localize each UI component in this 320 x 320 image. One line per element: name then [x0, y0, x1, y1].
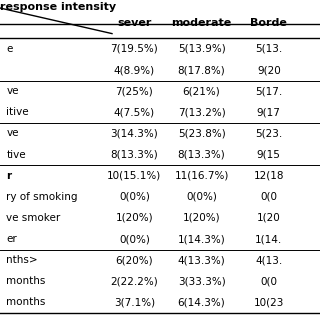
Text: ve: ve — [6, 86, 19, 96]
Text: response intensity: response intensity — [0, 2, 116, 12]
Text: moderate: moderate — [172, 18, 232, 28]
Text: 4(7.5%): 4(7.5%) — [114, 107, 155, 117]
Text: ve smoker: ve smoker — [6, 213, 61, 223]
Text: 3(33.3%): 3(33.3%) — [178, 276, 226, 286]
Text: 3(7.1%): 3(7.1%) — [114, 297, 155, 308]
Text: 8(13.3%): 8(13.3%) — [110, 149, 158, 160]
Text: 1(20: 1(20 — [257, 213, 281, 223]
Text: 0(0: 0(0 — [260, 276, 277, 286]
Text: 5(23.: 5(23. — [255, 128, 283, 139]
Text: 12(18: 12(18 — [253, 171, 284, 181]
Text: 6(21%): 6(21%) — [183, 86, 220, 96]
Text: 9(17: 9(17 — [257, 107, 281, 117]
Text: 6(14.3%): 6(14.3%) — [178, 297, 226, 308]
Text: 7(25%): 7(25%) — [116, 86, 153, 96]
Text: 0(0%): 0(0%) — [119, 234, 150, 244]
Text: 5(23.8%): 5(23.8%) — [178, 128, 226, 139]
Text: 1(14.3%): 1(14.3%) — [178, 234, 226, 244]
Text: 5(13.: 5(13. — [255, 44, 283, 54]
Text: 7(13.2%): 7(13.2%) — [178, 107, 226, 117]
Text: 4(13.: 4(13. — [255, 255, 283, 265]
Text: months: months — [6, 297, 46, 308]
Text: nths>: nths> — [6, 255, 38, 265]
Text: 8(17.8%): 8(17.8%) — [178, 65, 226, 75]
Text: months: months — [6, 276, 46, 286]
Text: ve: ve — [6, 128, 19, 139]
Text: 7(19.5%): 7(19.5%) — [110, 44, 158, 54]
Text: 4(8.9%): 4(8.9%) — [114, 65, 155, 75]
Text: 1(20%): 1(20%) — [183, 213, 220, 223]
Text: e: e — [6, 44, 13, 54]
Text: ry of smoking: ry of smoking — [6, 192, 78, 202]
Text: r: r — [6, 171, 12, 181]
Text: sever: sever — [117, 18, 152, 28]
Text: 0(0%): 0(0%) — [119, 192, 150, 202]
Text: er: er — [6, 234, 17, 244]
Text: 5(13.9%): 5(13.9%) — [178, 44, 226, 54]
Text: 10(15.1%): 10(15.1%) — [107, 171, 162, 181]
Text: 11(16.7%): 11(16.7%) — [174, 171, 229, 181]
Text: 8(13.3%): 8(13.3%) — [178, 149, 226, 160]
Text: 1(20%): 1(20%) — [116, 213, 153, 223]
Text: 9(15: 9(15 — [257, 149, 281, 160]
Text: 10(23: 10(23 — [254, 297, 284, 308]
Text: 9(20: 9(20 — [257, 65, 281, 75]
Text: itive: itive — [6, 107, 29, 117]
Text: 5(17.: 5(17. — [255, 86, 283, 96]
Text: 6(20%): 6(20%) — [116, 255, 153, 265]
Text: 1(14.: 1(14. — [255, 234, 283, 244]
Text: 3(14.3%): 3(14.3%) — [110, 128, 158, 139]
Text: Borde: Borde — [250, 18, 287, 28]
Text: tive: tive — [6, 149, 26, 160]
Text: 2(22.2%): 2(22.2%) — [110, 276, 158, 286]
Text: 0(0%): 0(0%) — [186, 192, 217, 202]
Text: 0(0: 0(0 — [260, 192, 277, 202]
Text: 4(13.3%): 4(13.3%) — [178, 255, 226, 265]
